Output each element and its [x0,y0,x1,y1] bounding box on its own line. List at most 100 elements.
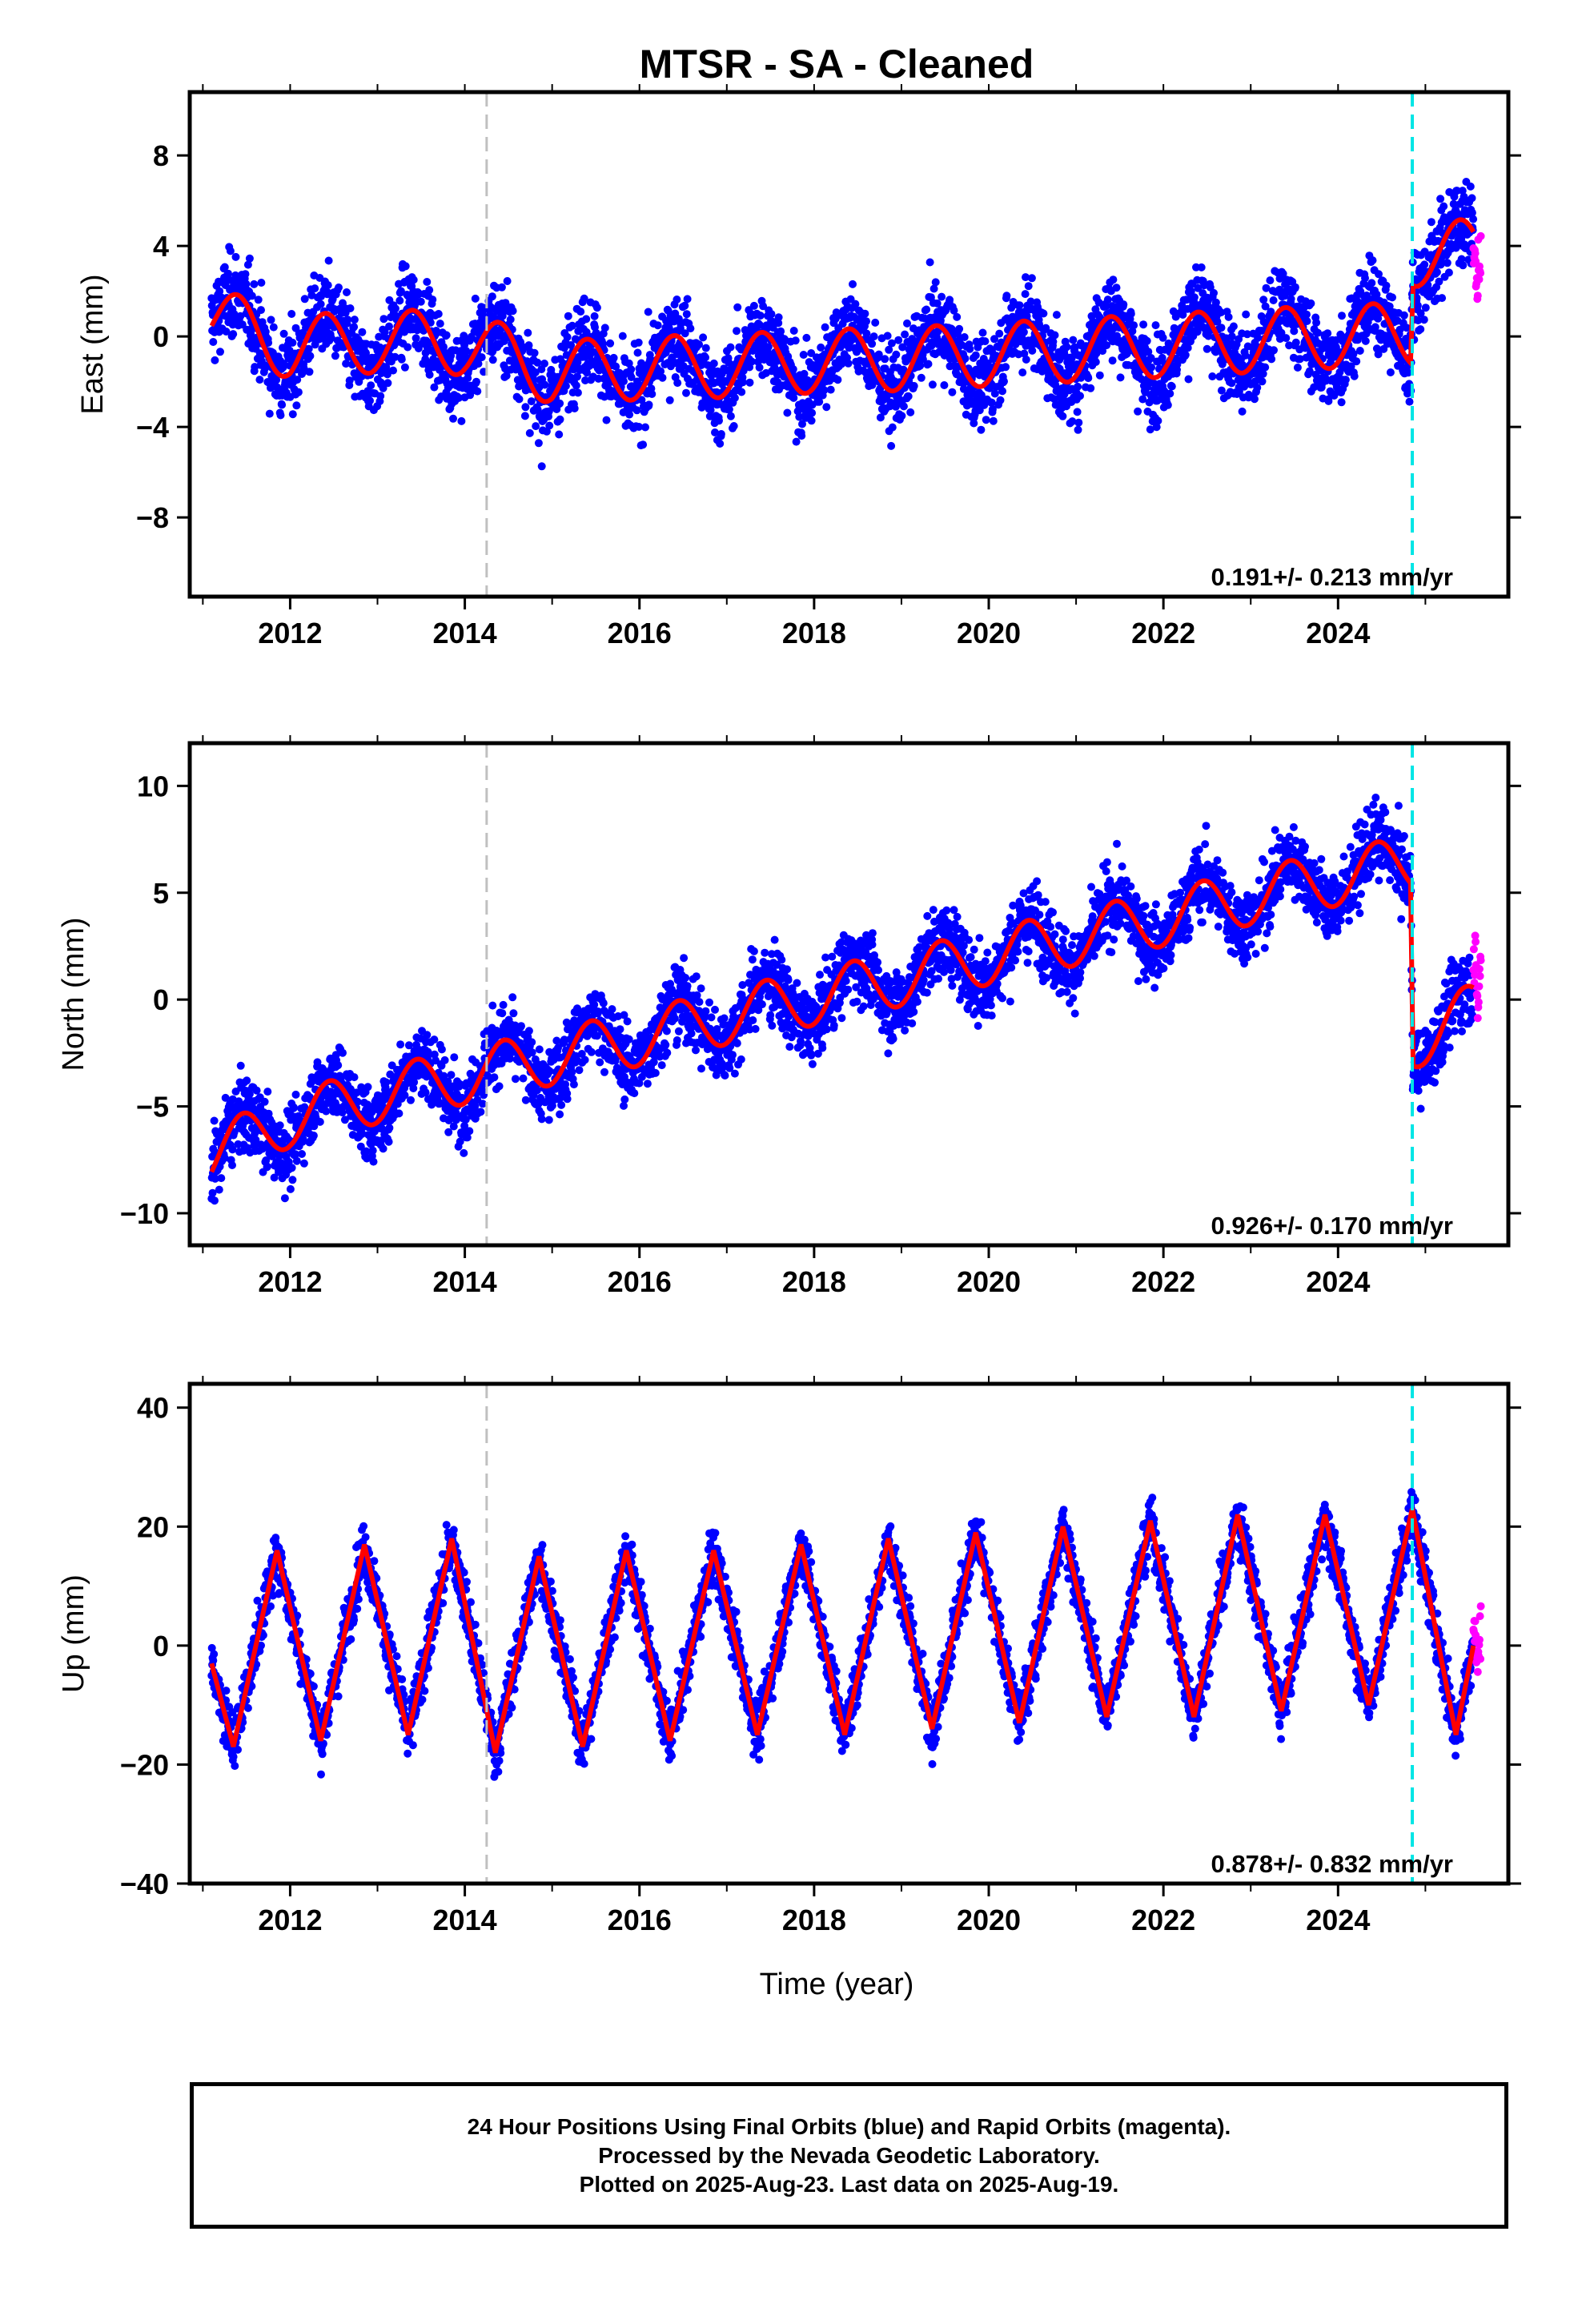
final-point [305,368,314,376]
final-point [681,329,689,338]
final-point [1443,259,1452,267]
final-point [358,1129,367,1138]
final-point [1186,325,1195,334]
final-point [530,348,539,357]
final-point [1052,311,1061,320]
final-point [430,1035,439,1044]
final-point [862,329,871,338]
final-point [368,1146,377,1155]
final-point [556,399,564,408]
final-point [567,341,576,349]
final-point [576,308,585,316]
final-point [520,412,529,420]
final-point [527,397,536,406]
final-point [456,1137,464,1146]
final-point [1399,311,1408,320]
final-point [1116,373,1125,382]
final-point [1432,267,1441,276]
final-point [764,343,773,352]
final-point [633,348,642,357]
final-point [316,300,325,308]
final-point [1459,261,1468,270]
final-point [815,397,824,406]
final-point [290,1104,299,1112]
final-point [1103,296,1112,304]
final-point [276,411,285,420]
final-point [1235,387,1243,396]
final-point [1074,382,1082,391]
final-point [1217,386,1226,395]
final-point [284,1157,293,1166]
final-point [612,362,620,371]
final-point [1227,379,1236,388]
final-point [409,275,418,284]
final-point [556,1110,564,1119]
final-point [540,360,548,368]
final-point [1095,371,1104,380]
rapid-point [1473,292,1482,300]
final-point [1022,356,1030,364]
final-point [1414,316,1423,324]
panel-east: 2012 2014 2016 2018 2020 2022 2024−8−4048East … [76,84,1521,649]
final-point [656,367,665,376]
final-point [353,1097,362,1106]
final-point [263,1088,272,1096]
final-point [455,393,464,402]
final-point [1305,367,1314,376]
final-point [436,320,444,328]
final-point [367,381,375,390]
final-point [749,301,758,310]
final-point [903,319,911,328]
final-point [1375,270,1383,279]
final-point [513,376,522,384]
final-point [717,430,725,438]
final-point [519,1074,528,1083]
final-point [590,312,599,320]
final-point [1146,354,1155,362]
final-point [1186,287,1195,296]
final-point [644,400,653,409]
final-point [1266,276,1275,285]
final-point [210,1116,219,1125]
final-point [220,1154,229,1162]
final-point [901,330,909,339]
final-point [1073,408,1082,416]
final-point [606,339,615,348]
final-point [299,1159,308,1168]
final-point [440,1072,448,1080]
final-point [379,1144,387,1153]
final-point [701,353,709,362]
final-point [833,376,842,384]
final-point [1218,360,1227,368]
final-point [1002,292,1011,300]
final-point [532,1086,541,1095]
final-point [1267,355,1276,364]
final-point [996,396,1005,404]
final-point [1350,372,1359,380]
final-point [437,1045,446,1054]
final-point [311,284,319,293]
final-point [641,423,649,432]
final-point [802,333,811,342]
final-point [1403,368,1412,377]
final-point [503,277,512,285]
final-point [442,331,451,340]
final-point [635,423,644,431]
final-point [265,409,274,418]
final-point [1254,333,1263,342]
final-point [294,388,303,396]
final-point [602,416,611,424]
final-point [573,388,582,397]
final-point [738,378,747,387]
final-point [632,406,641,415]
final-point [1166,389,1174,398]
final-point [335,283,343,292]
final-point [460,1148,468,1157]
rapid-point [1476,231,1485,240]
final-point [1102,302,1110,311]
final-point [221,1093,230,1102]
final-point [465,1127,474,1136]
final-point [323,281,332,290]
final-point [224,269,232,278]
final-point [783,408,792,417]
